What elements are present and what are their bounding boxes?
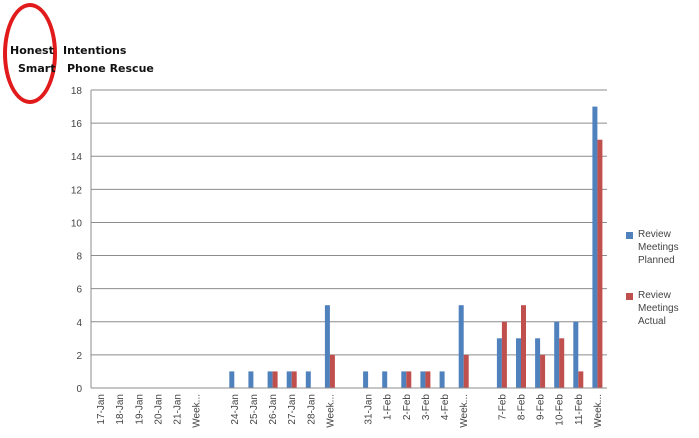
- x-tick-label: 8-Feb: [517, 394, 528, 421]
- x-tick-label: 21-Jan: [173, 394, 184, 425]
- x-tick-label: 28-Jan: [306, 394, 317, 425]
- logo-text-intentions: Intentions: [63, 44, 127, 57]
- bar-planned: [592, 106, 598, 388]
- x-tick-label: 26-Jan: [268, 394, 279, 425]
- y-tick-label: 16: [71, 119, 83, 130]
- bar-planned: [439, 371, 445, 388]
- bar-planned: [535, 338, 541, 388]
- x-tick-label: 9-Feb: [536, 394, 547, 421]
- bar-planned: [229, 371, 235, 388]
- bar-planned: [401, 371, 407, 388]
- bar-actual: [329, 354, 335, 388]
- bar-planned: [420, 371, 426, 388]
- y-tick-label: 6: [76, 285, 82, 296]
- bar-planned: [248, 371, 254, 388]
- bar-planned: [516, 338, 521, 388]
- x-tick-label: 18-Jan: [115, 394, 126, 425]
- bar-planned: [458, 305, 464, 388]
- x-tick-label: 2-Feb: [402, 394, 413, 421]
- bar-planned: [382, 371, 388, 388]
- x-tick-label: 7-Feb: [497, 394, 508, 421]
- y-tick-label: 10: [71, 218, 83, 229]
- logo-ring: [3, 3, 57, 104]
- y-tick-label: 12: [71, 185, 83, 196]
- bar-planned: [496, 338, 502, 388]
- bar-actual: [559, 338, 565, 388]
- chart-legend: Review Meetings Planned Review Meetings …: [626, 228, 696, 350]
- gridlines: [91, 89, 607, 389]
- y-tick-label: 0: [76, 384, 82, 395]
- bar-planned: [305, 371, 311, 388]
- x-tick-label: Week...: [459, 394, 470, 428]
- bar-actual: [463, 354, 469, 388]
- legend-swatch-planned: [626, 232, 633, 239]
- x-tick-label: 20-Jan: [153, 394, 164, 425]
- y-axis-labels: 0 2 4 6 8 10 12 14 16 18: [71, 86, 83, 395]
- logo-text-phone-rescue: Phone Rescue: [67, 62, 154, 75]
- x-tick-label: 10-Feb: [555, 394, 566, 426]
- bar-planned: [573, 321, 579, 388]
- axes: [90, 90, 607, 389]
- logo-text-smart: Smart: [18, 62, 56, 75]
- x-tick-label: 27-Jan: [287, 394, 298, 425]
- bar-planned: [324, 305, 330, 388]
- bar-actual: [272, 371, 278, 388]
- x-tick-label: 3-Feb: [421, 394, 432, 421]
- x-tick-label: Week...: [325, 394, 336, 428]
- x-tick-label: Week...: [593, 394, 604, 428]
- x-tick-label: 17-Jan: [96, 394, 107, 425]
- legend-label-actual: Review Meetings Actual: [638, 290, 679, 327]
- legend-item-planned: Review Meetings Planned: [626, 228, 696, 267]
- bars: [229, 106, 603, 388]
- bar-planned: [286, 371, 292, 388]
- x-tick-label: Week...: [192, 394, 203, 428]
- y-tick-label: 2: [76, 351, 82, 362]
- bar-planned: [554, 321, 560, 388]
- bar-actual: [501, 321, 507, 388]
- legend-item-actual: Review Meetings Actual: [626, 289, 696, 328]
- bar-actual: [540, 354, 546, 388]
- y-tick-label: 8: [76, 252, 82, 263]
- bar-planned: [267, 371, 273, 388]
- bar-actual: [578, 371, 584, 388]
- bar-planned: [363, 371, 369, 388]
- y-tick-label: 14: [71, 152, 83, 163]
- x-tick-label: 11-Feb: [574, 394, 585, 425]
- x-tick-label: 24-Jan: [230, 394, 241, 425]
- x-tick-label: 19-Jan: [134, 394, 145, 425]
- x-tick-label: 31-Jan: [364, 394, 375, 425]
- y-tick-label: 4: [76, 318, 82, 329]
- x-axis-labels: 17-Jan 18-Jan 19-Jan 20-Jan 21-Jan Week... 24-…: [96, 394, 604, 428]
- legend-label-planned: Review Meetings Planned: [638, 229, 679, 266]
- y-tick-label: 18: [71, 86, 83, 97]
- bar-actual: [291, 371, 297, 388]
- bar-actual: [425, 371, 431, 388]
- bar-actual: [521, 305, 526, 388]
- x-tick-label: 25-Jan: [249, 394, 260, 425]
- x-tick-label: 1-Feb: [383, 394, 394, 421]
- bar-actual: [406, 371, 412, 388]
- logo-text-honest: Honest: [10, 44, 54, 57]
- bar-actual: [597, 139, 603, 388]
- x-tick-label: 4-Feb: [440, 394, 451, 421]
- legend-swatch-actual: [626, 293, 633, 300]
